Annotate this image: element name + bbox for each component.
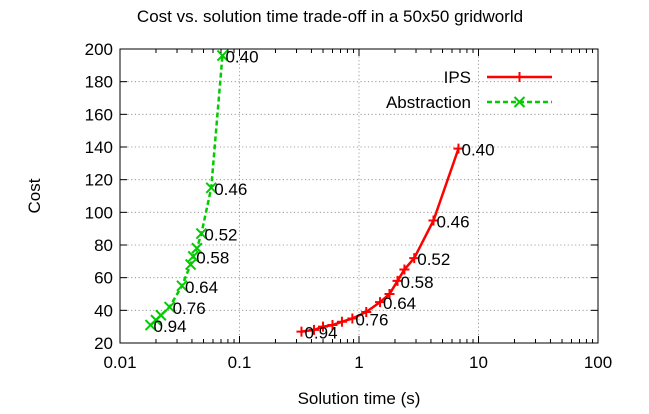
ips-data-point: [453, 143, 464, 154]
point-labels: 0.400.460.520.580.640.760.940.400.460.52…: [154, 48, 495, 343]
abstraction-data-point: [184, 258, 197, 271]
y-tick-label: 140: [85, 138, 113, 157]
abstraction-point-label: 0.64: [185, 278, 218, 297]
y-axis-label: Cost: [25, 178, 44, 213]
ips-legend-marker: [514, 72, 525, 82]
ips-point-label: 0.40: [461, 141, 494, 160]
abstraction-point-label: 0.40: [225, 48, 258, 67]
abstraction-point-label: 0.46: [214, 180, 247, 199]
ips-point-label: 0.64: [383, 294, 416, 313]
ips-data-point: [318, 321, 329, 332]
x-tick-label: 100: [584, 353, 612, 372]
y-tick-label: 20: [94, 334, 113, 353]
y-tick-label: 100: [85, 203, 113, 222]
y-tick-label: 120: [85, 171, 113, 190]
x-tick-label: 1: [354, 353, 363, 372]
ips-data-point: [308, 324, 319, 335]
legend: IPS Abstraction: [386, 68, 552, 112]
abstraction-point-label: 0.76: [173, 299, 206, 318]
ips-point-label: 0.76: [355, 311, 388, 330]
y-tick-label: 180: [85, 73, 113, 92]
abstraction-data-point: [205, 182, 217, 194]
ips-data-point: [327, 320, 338, 331]
abstraction-legend-label: Abstraction: [386, 93, 471, 112]
y-tick-label: 40: [94, 301, 113, 320]
abstraction-data-point: [195, 227, 208, 240]
ips-legend-label: IPS: [444, 68, 471, 87]
y-tick-label: 60: [94, 269, 113, 288]
abstraction-legend-marker: [513, 96, 526, 108]
ips-data-point: [296, 326, 307, 337]
ips-data-point: [336, 316, 347, 327]
ips-data-point: [347, 313, 358, 324]
ips-point-label: 0.52: [417, 250, 450, 269]
ips-data-point: [375, 297, 386, 308]
ips-data-point: [392, 275, 403, 286]
abstraction-point-label: 0.94: [154, 317, 187, 336]
x-tick-label: 10: [469, 353, 488, 372]
abstraction-point-label: 0.52: [204, 226, 237, 245]
abstraction-data-point: [191, 242, 203, 254]
chart-title: Cost vs. solution time trade-off in a 50…: [137, 7, 523, 26]
abstraction-data-point: [187, 250, 199, 263]
y-tick-label: 200: [85, 40, 113, 59]
ips-point-label: 0.46: [436, 213, 469, 232]
x-tick-label: 0.1: [228, 353, 252, 372]
abstraction-point-label: 0.58: [196, 248, 229, 267]
x-axis-label: Solution time (s): [298, 389, 421, 408]
grid: [120, 49, 598, 343]
y-tick-label: 80: [94, 236, 113, 255]
ips-point-label: 0.58: [401, 273, 434, 292]
series-markers: [144, 49, 464, 337]
abstraction-data-point: [216, 49, 229, 62]
ips-data-point: [361, 306, 372, 317]
ips-point-label: 0.94: [304, 324, 337, 343]
ips-data-point: [428, 215, 439, 226]
ips-data-point: [399, 264, 410, 275]
ips-data-point: [384, 289, 395, 299]
abstraction-data-point: [163, 301, 176, 313]
y-tick-label: 160: [85, 105, 113, 124]
abstraction-data-point: [176, 280, 188, 292]
ticks: 0.01 0.1 1 10 100 20 40 60 80 100 120 140 160 180 200: [85, 40, 613, 372]
ips-data-point: [409, 253, 420, 264]
x-tick-label: 0.01: [103, 353, 136, 372]
abstraction-data-point: [155, 309, 167, 321]
